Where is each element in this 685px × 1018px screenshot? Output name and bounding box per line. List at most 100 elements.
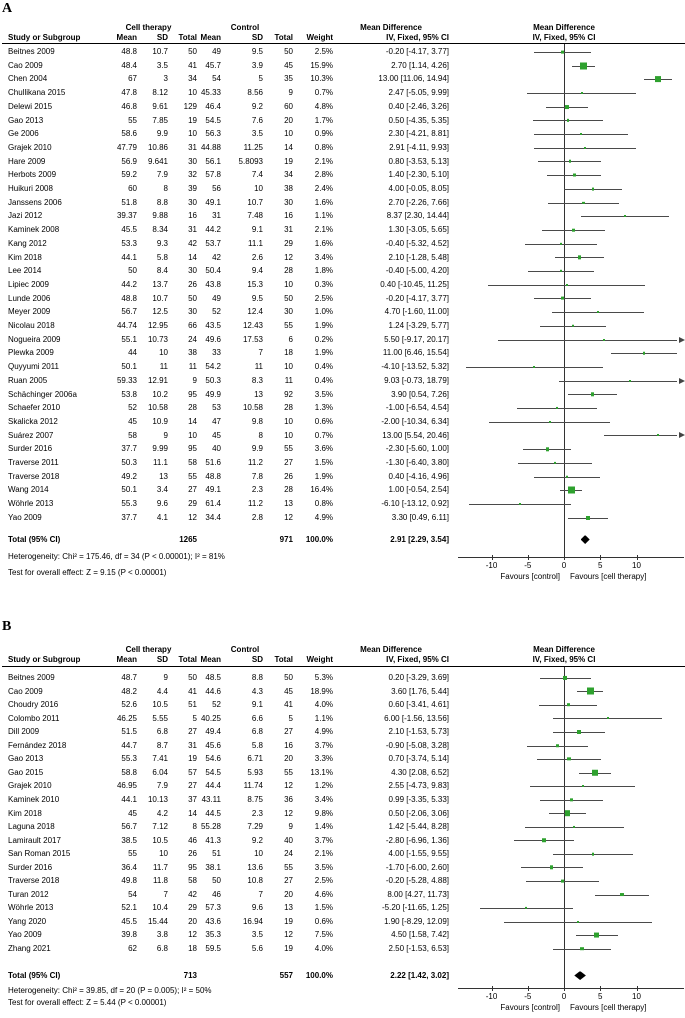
sd-cell: 9.6 xyxy=(251,903,263,913)
axis-tick xyxy=(564,555,565,560)
ci-plot-cell xyxy=(460,820,685,834)
weight-cell: 2.1% xyxy=(314,225,333,235)
total-cell: 5 xyxy=(288,713,293,723)
ci-text: 2.91 [-4.11, 9.93] xyxy=(389,142,449,152)
ci-text: 8.37 [2.30, 14.44] xyxy=(386,211,449,221)
effect-square-marker xyxy=(525,907,528,910)
sd-cell: 2.6 xyxy=(251,252,263,262)
axis-tick-label: -5 xyxy=(524,561,532,570)
axis-tick xyxy=(564,986,565,991)
ci-plot-cell xyxy=(460,739,685,753)
mean-cell: 61.4 xyxy=(205,499,221,509)
sd-cell: 11.2 xyxy=(248,499,263,509)
total-cell: 55 xyxy=(284,321,293,330)
mean-cell: 34.4 xyxy=(205,512,221,522)
study-name: Plewka 2009 xyxy=(8,348,54,358)
weight-cell: 4.8% xyxy=(314,101,333,111)
total-cell: 50 xyxy=(284,293,293,303)
sd-cell: 17.53 xyxy=(242,334,263,344)
study-row: Traverse 2011 50.3 11.1 58 51.6 11.2 27 1.5% -1.… xyxy=(0,456,685,470)
total-cell: 27 xyxy=(188,781,197,791)
effect-square-marker xyxy=(567,757,571,761)
effect-square-marker xyxy=(545,447,549,451)
effect-square-marker xyxy=(580,946,584,951)
effect-square-marker xyxy=(628,379,631,382)
weight-cell: 0.4% xyxy=(314,362,333,372)
mean-cell: 50 xyxy=(212,876,221,886)
study-name: Ruan 2005 xyxy=(8,375,48,385)
total-cell: 32 xyxy=(188,170,197,180)
mean-cell: 55.28 xyxy=(200,822,221,832)
mean-cell: 48.7 xyxy=(121,673,137,682)
ci-plot-cell xyxy=(460,72,685,86)
weight-cell: 1.2% xyxy=(314,781,333,791)
ci-text: -2.80 [-6.96, 1.36] xyxy=(385,835,449,845)
effect-square-marker xyxy=(561,297,564,300)
sd-cell: 2.3 xyxy=(251,485,263,495)
mean-cell: 40 xyxy=(212,444,221,454)
sd-cell: 2.8 xyxy=(251,512,263,522)
axis-tick-label: 10 xyxy=(632,992,641,1001)
sd-cell: 10 xyxy=(159,348,168,358)
weight-cell: 2.4% xyxy=(314,184,333,193)
sd-cell: 7.4 xyxy=(251,170,263,180)
weight-cell: 1.9% xyxy=(314,348,333,358)
axis-tick xyxy=(491,555,493,560)
study-row: Surder 2016 37.7 9.99 95 40 9.9 55 3.6% -2.30 [-… xyxy=(0,442,685,456)
effect-square-marker xyxy=(606,717,609,720)
study-row: Zhang 2021 62 6.8 18 59.5 5.6 19 4.0% 2.50 [-1.5… xyxy=(0,942,685,956)
mean-cell: 52.6 xyxy=(121,700,137,710)
study-name: Kaminek 2010 xyxy=(8,794,60,804)
ci-plot-cell xyxy=(460,168,685,182)
ci-plot-cell xyxy=(460,942,685,956)
column-header: Total xyxy=(178,33,197,42)
ci-text: 2.55 [-4.73, 9.83] xyxy=(388,781,450,791)
column-header: Weight xyxy=(306,655,333,664)
total-cell: 27 xyxy=(284,876,293,886)
total-cell: 20 xyxy=(188,916,197,926)
sd-cell: 3.4 xyxy=(156,485,168,495)
mean-cell: 54.2 xyxy=(205,362,221,372)
total-cell: 19 xyxy=(188,754,197,764)
group-header-control: Control xyxy=(230,23,260,32)
sd-cell: 6.6 xyxy=(251,713,263,723)
ci-plot-cell xyxy=(460,888,685,902)
study-row: Chen 2004 67 3 34 54 5 35 10.3% 13.00 [11.06, 14… xyxy=(0,72,685,86)
mean-cell: 62 xyxy=(128,944,137,953)
study-row: Skalicka 2012 45 10.9 14 47 9.8 10 0.6% -2.00 [-… xyxy=(0,415,685,429)
total-cell: 13 xyxy=(284,903,293,913)
ci-text: 0.80 [-3.53, 5.13] xyxy=(388,156,450,166)
study-row: Choudry 2016 52.6 10.5 51 52 9.1 41 4.0% 0.60 [-… xyxy=(0,698,685,712)
study-row: Yao 2009 39.8 3.8 12 35.3 3.5 12 7.5% 4.50 [1.58… xyxy=(0,928,685,942)
mean-cell: 49 xyxy=(212,293,221,303)
total-cell: 34 xyxy=(188,74,197,84)
study-row: Laguna 2018 56.7 7.12 8 55.28 7.29 9 1.4% 1.42 [… xyxy=(0,820,685,834)
sd-cell: 10.9 xyxy=(152,416,168,426)
study-row: Kim 2018 44.1 5.8 14 42 2.6 12 3.4% 2.10 [-1.28,… xyxy=(0,251,685,265)
mean-cell: 37.7 xyxy=(121,512,137,522)
column-header: SD xyxy=(251,33,263,42)
ci-text: -1.00 [-6.54, 4.54] xyxy=(385,403,449,413)
total-cell: 45 xyxy=(284,60,293,70)
study-name: Delewi 2015 xyxy=(8,101,53,111)
group-header-mean-difference: Mean Difference xyxy=(360,23,422,32)
axis-tick-label: 0 xyxy=(561,992,567,1001)
study-name: Grajek 2010 xyxy=(8,781,52,791)
total-cell: 9 xyxy=(288,88,293,98)
ci-plot-cell xyxy=(460,196,685,210)
weight-cell: 0.8% xyxy=(314,499,333,509)
ci-text: -6.10 [-13.12, 0.92] xyxy=(381,499,449,509)
total-cell: 14 xyxy=(284,142,293,152)
study-name: Quyyumi 2011 xyxy=(8,362,59,372)
sd-cell: 13.7 xyxy=(152,279,168,289)
favours-left-label: Favours [control] xyxy=(500,1003,560,1012)
total-cell: 45 xyxy=(284,686,293,696)
sd-cell: 9.61 xyxy=(152,101,168,111)
total-n1: 713 xyxy=(183,971,197,980)
study-name: Schächinger 2006a xyxy=(8,389,77,399)
header-divider xyxy=(2,43,685,44)
total-cell: 29 xyxy=(284,238,293,248)
mean-cell: 57.8 xyxy=(205,170,221,180)
sd-cell: 8.34 xyxy=(152,225,168,235)
sd-cell: 3.5 xyxy=(251,129,263,139)
